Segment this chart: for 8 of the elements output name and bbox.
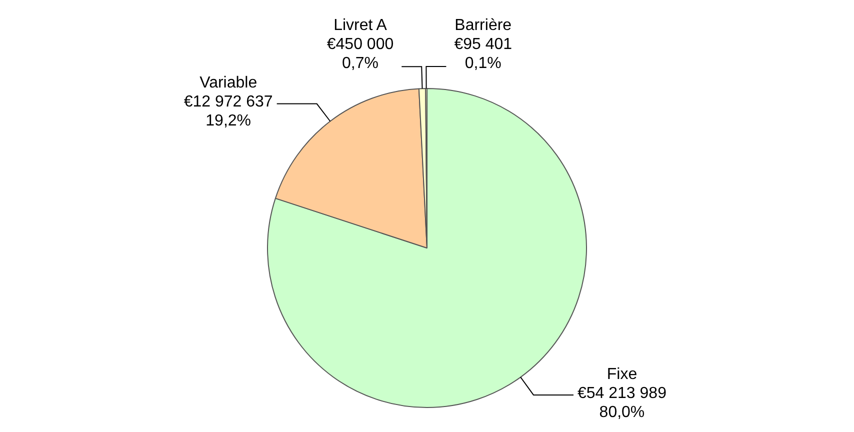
data-label: €12 972 637 19,2% bbox=[184, 94, 273, 130]
data-label: €95 401 0,1% bbox=[454, 36, 512, 72]
data-label: €450 000 0,7% bbox=[326, 36, 394, 72]
slice-label: Fixe bbox=[606, 366, 638, 383]
slice-label: Barrière bbox=[454, 16, 512, 34]
slice-label: Variable bbox=[200, 74, 258, 92]
slice-label: Livret A bbox=[334, 16, 388, 34]
data-label: €54 213 989 80,0% bbox=[577, 384, 667, 421]
